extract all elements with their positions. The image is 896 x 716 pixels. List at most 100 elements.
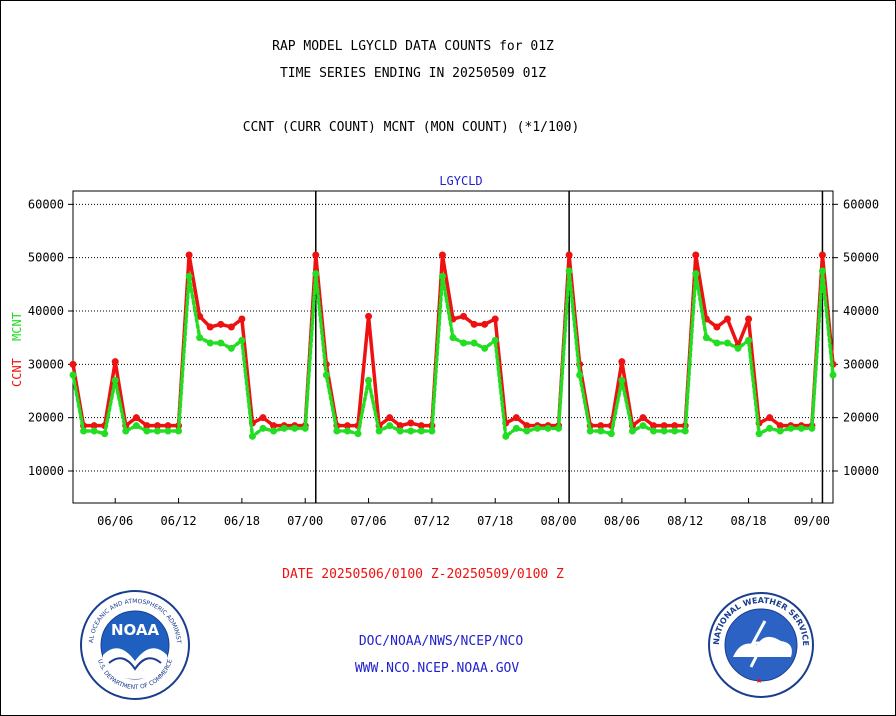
- nco-link-path[interactable]: DOC/NOAA/NWS/NCEP/NCO: [358, 634, 524, 649]
- mcnt-point: [270, 427, 278, 435]
- chart-subtitle: CCNT (CURR COUNT) MCNT (MON COUNT) (*1/1…: [242, 120, 580, 135]
- ccnt-point: [565, 251, 573, 259]
- nco-website-link[interactable]: WWW.NCO.NCEP.NOAA.GOV: [354, 661, 520, 676]
- mcnt-point: [512, 424, 520, 432]
- ccnt-point: [153, 422, 161, 430]
- mcnt-point: [122, 427, 130, 435]
- ylabel-mcnt: MCNT: [10, 312, 24, 341]
- ccnt-point: [343, 422, 351, 430]
- ccnt-point: [227, 323, 235, 331]
- mcnt-point: [628, 427, 636, 435]
- mcnt-point: [565, 267, 573, 275]
- mcnt-point: [438, 272, 446, 280]
- xtick-label: 08/12: [667, 514, 703, 528]
- ccnt-point: [407, 419, 415, 427]
- mcnt-point: [143, 427, 151, 435]
- mcnt-point: [808, 424, 816, 432]
- ccnt-point: [481, 320, 489, 328]
- ccnt-point: [438, 251, 446, 259]
- ccnt-point: [90, 422, 98, 430]
- mcnt-point: [818, 267, 826, 275]
- noaa-logo-text: NOAA: [111, 621, 160, 639]
- ccnt-point: [259, 414, 267, 422]
- ccnt-point: [723, 315, 731, 323]
- mcnt-point: [280, 424, 288, 432]
- ccnt-point: [217, 320, 225, 328]
- ccnt-point: [597, 422, 605, 430]
- ytick-label-right: 40000: [843, 304, 879, 318]
- mcnt-point: [101, 430, 109, 438]
- mcnt-point: [618, 376, 626, 384]
- mcnt-point: [692, 270, 700, 278]
- xtick-label: 09/00: [794, 514, 830, 528]
- ccnt-point: [185, 251, 193, 259]
- mcnt-point: [111, 376, 119, 384]
- ccnt-point: [238, 315, 246, 323]
- ccnt-point: [523, 422, 531, 430]
- xtick-label: 07/06: [350, 514, 386, 528]
- mcnt-point: [248, 432, 256, 440]
- xtick-label: 07/18: [477, 514, 513, 528]
- xtick-label: 06/12: [160, 514, 196, 528]
- mcnt-point: [185, 272, 193, 280]
- xtick-label: 08/18: [730, 514, 766, 528]
- ytick-label-left: 60000: [28, 197, 64, 211]
- mcnt-point: [491, 336, 499, 344]
- ccnt-point: [650, 422, 658, 430]
- mcnt-point: [766, 424, 774, 432]
- mcnt-point: [533, 424, 541, 432]
- mcnt-point: [354, 430, 362, 438]
- series-line-mcnt: [71, 270, 835, 440]
- ccnt-point: [671, 422, 679, 430]
- mcnt-point: [555, 424, 563, 432]
- mcnt-point: [217, 339, 225, 347]
- ccnt-point: [164, 422, 172, 430]
- ccnt-point: [396, 422, 404, 430]
- mcnt-point: [660, 427, 668, 435]
- xtick-label: 06/06: [97, 514, 133, 528]
- ccnt-point: [491, 315, 499, 323]
- mcnt-point: [481, 344, 489, 352]
- mcnt-point: [586, 427, 594, 435]
- ccnt-point: [512, 414, 520, 422]
- nws-logo: NATIONAL WEATHER SERVICE: [708, 592, 814, 698]
- mcnt-point: [671, 427, 679, 435]
- mcnt-point: [375, 427, 383, 435]
- mcnt-point: [829, 371, 837, 379]
- mcnt-point: [797, 424, 805, 432]
- mcnt-point: [227, 344, 235, 352]
- mcnt-point: [713, 339, 721, 347]
- mcnt-point: [597, 427, 605, 435]
- ccnt-point: [766, 414, 774, 422]
- plot-area-frame: [72, 190, 834, 504]
- mcnt-point: [80, 427, 88, 435]
- mcnt-point: [502, 432, 510, 440]
- mcnt-point: [301, 424, 309, 432]
- xtick-label: 07/12: [414, 514, 450, 528]
- mcnt-point: [650, 427, 658, 435]
- mcnt-point: [745, 336, 753, 344]
- mcnt-point: [196, 334, 204, 342]
- ccnt-point: [365, 312, 373, 320]
- ccnt-point: [111, 358, 119, 366]
- mcnt-point: [702, 334, 710, 342]
- mcnt-point: [417, 427, 425, 435]
- mcnt-point: [607, 430, 615, 438]
- mcnt-point: [175, 427, 183, 435]
- ccnt-point: [470, 320, 478, 328]
- mcnt-point: [238, 336, 246, 344]
- mcnt-point: [343, 427, 351, 435]
- mcnt-point: [164, 427, 172, 435]
- nws-star-icon: [756, 678, 762, 683]
- mcnt-point: [132, 422, 140, 430]
- mcnt-point: [386, 422, 394, 430]
- ytick-label-left: 10000: [28, 464, 64, 478]
- mcnt-point: [153, 427, 161, 435]
- xtick-label: 06/18: [224, 514, 260, 528]
- chart-title-line1: RAP MODEL LGYCLD DATA COUNTS for 01Z: [272, 39, 554, 54]
- ytick-label-right: 20000: [843, 411, 879, 425]
- ccnt-point: [143, 422, 151, 430]
- mcnt-point: [544, 424, 552, 432]
- mcnt-point: [407, 427, 415, 435]
